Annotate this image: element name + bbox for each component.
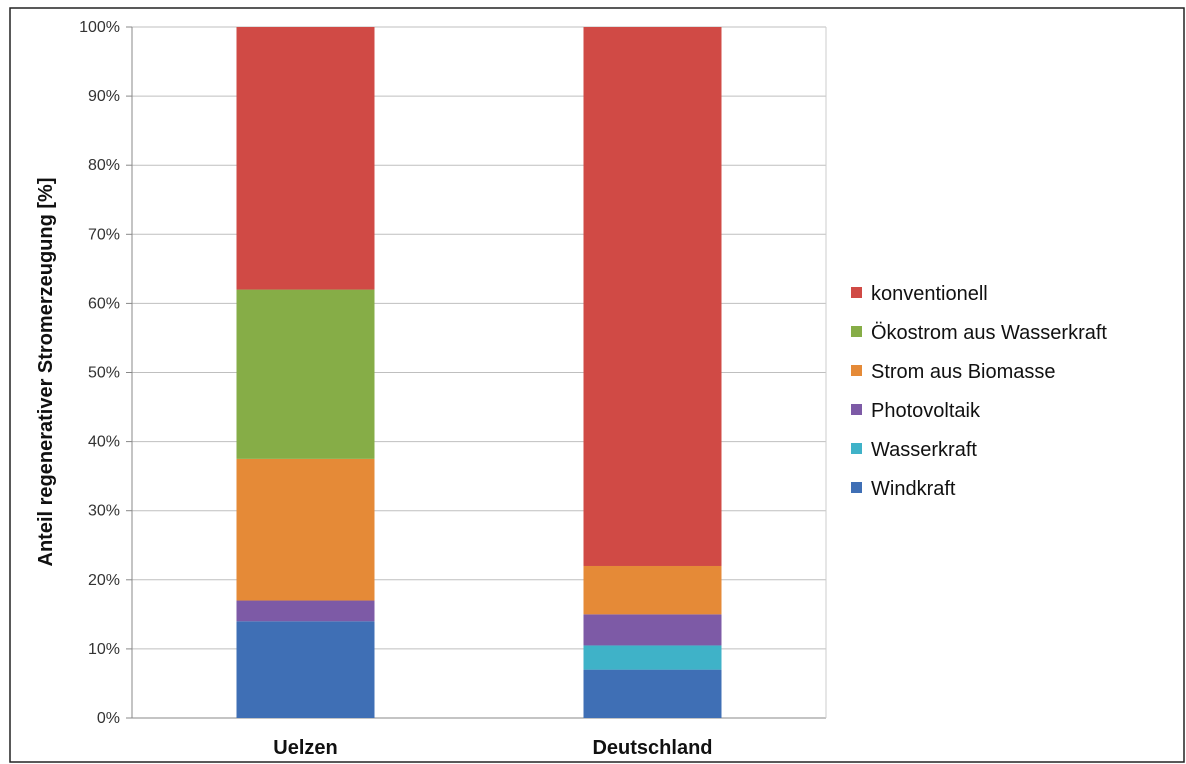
legend-label: Photovoltaik: [871, 400, 981, 422]
legend-swatch: [851, 443, 862, 454]
y-tick-label: 10%: [88, 641, 120, 658]
legend-item: konventionell: [851, 283, 988, 305]
y-tick-label: 90%: [88, 88, 120, 105]
legend-label: Strom aus Biomasse: [871, 361, 1056, 383]
legend-item: Wasserkraft: [851, 439, 977, 461]
y-tick-label: 0%: [97, 710, 120, 727]
legend-label: Windkraft: [871, 478, 956, 500]
y-tick-label: 60%: [88, 295, 120, 312]
bar-segment: [236, 289, 375, 459]
bar-segment: [236, 458, 375, 601]
y-tick-label: 80%: [88, 157, 120, 174]
x-category-label: Deutschland: [592, 737, 712, 759]
legend-swatch: [851, 287, 862, 298]
legend-item: Windkraft: [851, 478, 956, 500]
legend-swatch: [851, 404, 862, 415]
bar-segment: [236, 600, 375, 622]
legend-item: Photovoltaik: [851, 400, 981, 422]
legend-label: Wasserkraft: [871, 439, 977, 461]
bar-segment: [236, 621, 375, 718]
legend-item: Ökostrom aus Wasserkraft: [851, 322, 1107, 344]
legend-item: Strom aus Biomasse: [851, 361, 1056, 383]
y-tick-label: 50%: [88, 365, 120, 382]
legend-swatch: [851, 365, 862, 376]
bar-segment: [583, 565, 722, 615]
legend-label: Ökostrom aus Wasserkraft: [871, 322, 1107, 344]
category-labels: Uelzen Deutschland: [273, 737, 712, 759]
y-tick-labels: 0% 10% 20% 30% 40% 50% 60% 70% 80% 90% 100%: [79, 19, 120, 727]
bar-segment: [236, 27, 375, 290]
bar-segment: [583, 27, 722, 566]
bars: [236, 27, 722, 718]
x-category-label: Uelzen: [273, 737, 337, 759]
y-axis-label: Anteil regenerativer Stromerzeugung [%]: [35, 178, 57, 567]
legend-swatch: [851, 326, 862, 337]
legend: konventionell Ökostrom aus Wasserkraft Str…: [851, 283, 1107, 500]
y-tick-label: 30%: [88, 503, 120, 520]
y-tick-label: 100%: [79, 19, 120, 36]
legend-swatch: [851, 482, 862, 493]
bar-segment: [583, 669, 722, 718]
y-tick-label: 20%: [88, 572, 120, 589]
legend-label: konventionell: [871, 283, 988, 305]
y-tick-label: 40%: [88, 434, 120, 451]
bar-segment: [583, 645, 722, 670]
y-tick-label: 70%: [88, 226, 120, 243]
bar-segment: [583, 614, 722, 646]
